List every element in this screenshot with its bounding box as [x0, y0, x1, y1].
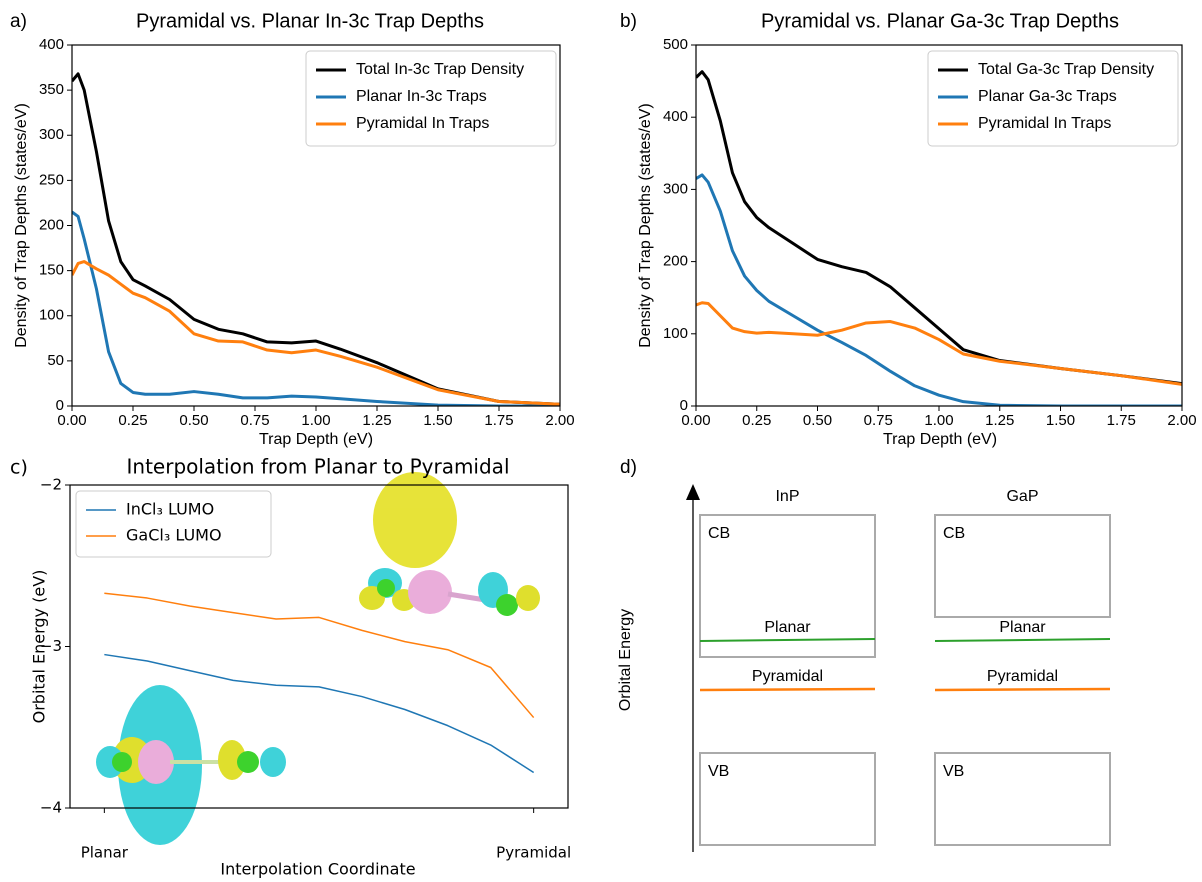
- y-tick-label: 250: [39, 171, 64, 188]
- planar-level: [700, 639, 875, 641]
- x-tick-label: 1.50: [423, 412, 452, 429]
- legend-label: Pyramidal In Traps: [356, 115, 489, 132]
- x-tick-label: 1.25: [362, 412, 391, 429]
- legend-label: Total Ga-3c Trap Density: [978, 61, 1154, 78]
- x-tick-label: 0.00: [57, 412, 86, 429]
- legend-label: Planar Ga-3c Traps: [978, 88, 1117, 105]
- x-tick-label: 0.75: [240, 412, 269, 429]
- chart-panel: a) Pyramidal vs. Planar In-3c Trap Depths…: [10, 10, 575, 448]
- pyramidal-label: Pyramidal: [752, 668, 823, 685]
- y-tick-label: 50: [47, 352, 64, 369]
- y-tick-label: 100: [39, 307, 64, 324]
- chart-title: Pyramidal vs. Planar In-3c Trap Depths: [136, 10, 484, 32]
- planar-label: Planar: [764, 619, 811, 636]
- atom: [138, 740, 174, 784]
- panel-label: a): [10, 11, 27, 32]
- panel-label: b): [620, 11, 637, 32]
- atom: [377, 579, 395, 597]
- column-title: GaP: [1006, 488, 1038, 505]
- series-line: [72, 262, 560, 405]
- legend-label: Planar In-3c Traps: [356, 88, 487, 105]
- legend-label: GaCl₃ LUMO: [126, 526, 222, 545]
- y-axis-label: Density of Trap Depths (states/eV): [637, 103, 654, 348]
- panel-label: c): [10, 457, 28, 479]
- x-tick-label: 2.00: [1167, 412, 1196, 429]
- atom: [112, 752, 132, 772]
- y-tick-label: 500: [663, 36, 688, 53]
- atom: [237, 751, 259, 773]
- x-tick-label: 0.50: [803, 412, 832, 429]
- energy-axis-arrow: [686, 484, 700, 500]
- x-tick-label: 0.00: [681, 412, 710, 429]
- atom: [408, 570, 452, 614]
- x-tick-label: 1.00: [301, 412, 330, 429]
- column-title: InP: [775, 488, 799, 505]
- x-tick-label: 0.50: [179, 412, 208, 429]
- y-tick-label: 400: [39, 36, 64, 53]
- y-axis-label: Density of Trap Depths (states/eV): [13, 103, 30, 348]
- page: a) Pyramidal vs. Planar In-3c Trap Depths…: [0, 0, 1202, 882]
- series-line: [696, 303, 1182, 385]
- molecule-lower: [96, 685, 286, 845]
- cb-label: CB: [943, 525, 965, 542]
- orbital-lobe: [516, 585, 540, 611]
- y-tick-label: 300: [663, 180, 688, 197]
- pyramidal-level: [700, 689, 875, 690]
- x-tick-label: 0.25: [742, 412, 771, 429]
- orbital-lobe: [373, 472, 457, 568]
- pyramidal-label: Pyramidal: [987, 668, 1058, 685]
- x-tick-label: 1.00: [924, 412, 953, 429]
- molecule-upper: [359, 472, 540, 616]
- y-tick-label: 100: [663, 325, 688, 342]
- x-axis-label: Interpolation Coordinate: [220, 860, 415, 879]
- legend-label: Total In-3c Trap Density: [356, 61, 524, 78]
- y-axis-label: Orbital Energy: [617, 609, 634, 711]
- x-tick-label: 1.75: [1107, 412, 1136, 429]
- y-tick-label: 350: [39, 81, 64, 98]
- cb-label: CB: [708, 525, 730, 542]
- x-tick-label: 1.25: [985, 412, 1014, 429]
- x-tick-label: Pyramidal: [496, 844, 571, 862]
- series-line: [696, 175, 1182, 406]
- chart-panel: c) Interpolation from Planar to Pyramidal…: [10, 455, 571, 879]
- y-tick-label: 400: [663, 108, 688, 125]
- pyramidal-level: [935, 689, 1110, 690]
- chart-title: Pyramidal vs. Planar Ga-3c Trap Depths: [761, 10, 1119, 32]
- y-tick-label: 300: [39, 126, 64, 143]
- y-tick-label: −3: [40, 637, 62, 655]
- planar-level: [935, 639, 1110, 641]
- vb-label: VB: [708, 763, 729, 780]
- panel-label: d): [620, 457, 637, 478]
- chart-panel: b) Pyramidal vs. Planar Ga-3c Trap Depths…: [620, 10, 1197, 448]
- chart-title: Interpolation from Planar to Pyramidal: [127, 455, 510, 479]
- figure: a) Pyramidal vs. Planar In-3c Trap Depths…: [0, 0, 1202, 882]
- y-tick-label: 0: [680, 397, 688, 414]
- x-tick-label: 2.00: [545, 412, 574, 429]
- x-axis-label: Trap Depth (eV): [883, 431, 997, 448]
- planar-label: Planar: [999, 619, 1046, 636]
- x-axis-label: Trap Depth (eV): [259, 431, 373, 448]
- y-tick-label: 200: [39, 216, 64, 233]
- y-tick-label: 0: [56, 397, 64, 414]
- atom: [496, 594, 518, 616]
- y-tick-label: −2: [40, 476, 62, 494]
- orbital-lobe: [260, 747, 286, 777]
- x-tick-label: 0.25: [118, 412, 147, 429]
- x-tick-label: 1.75: [484, 412, 513, 429]
- x-tick-label: 1.50: [1046, 412, 1075, 429]
- x-tick-label: Planar: [81, 844, 129, 862]
- y-tick-label: −4: [40, 799, 62, 817]
- legend-label: InCl₃ LUMO: [126, 500, 214, 519]
- vb-label: VB: [943, 763, 964, 780]
- y-tick-label: 200: [663, 253, 688, 270]
- legend-label: Pyramidal In Traps: [978, 115, 1111, 132]
- y-tick-label: 150: [39, 262, 64, 279]
- x-tick-label: 0.75: [864, 412, 893, 429]
- series-line: [72, 212, 560, 406]
